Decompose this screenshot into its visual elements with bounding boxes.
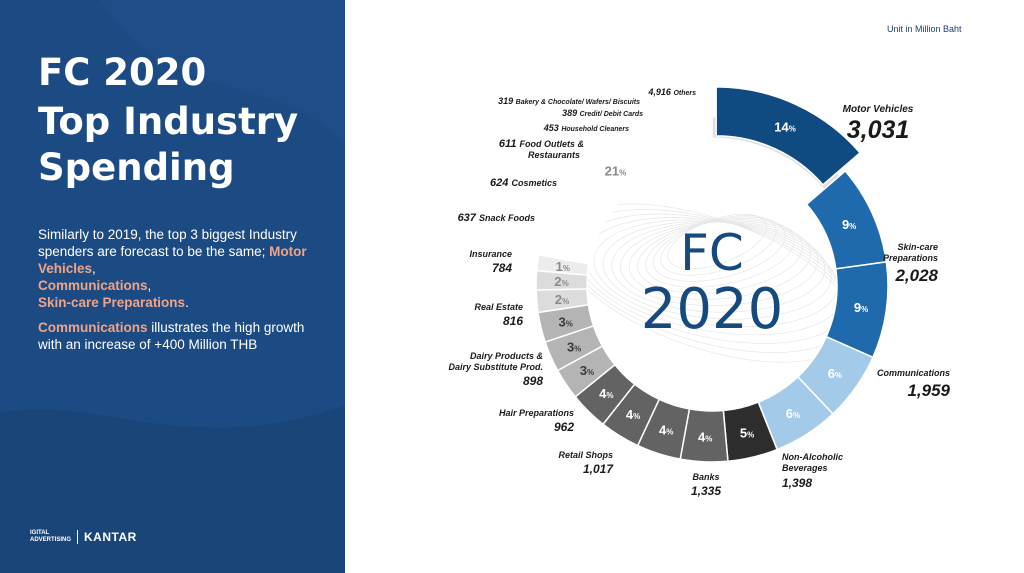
category-label: Banks bbox=[692, 472, 719, 482]
slice-pct-label: 3% bbox=[567, 339, 581, 354]
category-label: Insurance bbox=[469, 249, 512, 259]
category-label: 389 Credit/ Debit Cards bbox=[562, 108, 643, 118]
description: Similarly to 2019, the top 3 biggest Ind… bbox=[38, 226, 328, 361]
slice-pct-label: 6% bbox=[828, 366, 842, 381]
category-label: Communications bbox=[877, 368, 950, 378]
chart-slice bbox=[537, 109, 713, 265]
page-title-line-2: Top Industry bbox=[38, 100, 299, 143]
slice-pct-label: 21% bbox=[605, 164, 627, 179]
description-paragraph-1: Similarly to 2019, the top 3 biggest Ind… bbox=[38, 226, 328, 311]
category-label: Retail Shops bbox=[558, 450, 613, 460]
logo-small-text-2: ADVERTISING bbox=[30, 537, 72, 543]
category-label: 624 Cosmetics bbox=[490, 177, 557, 189]
slice-pct-label: 4% bbox=[626, 407, 640, 422]
slice-pct-label: 9% bbox=[854, 300, 868, 315]
category-label: Dairy Substitute Prod. bbox=[448, 362, 543, 372]
slice-pct-label: 3% bbox=[580, 363, 594, 378]
category-label: 4,916 Others bbox=[647, 87, 696, 97]
desc-text-2: illustrates the high growth with an incr… bbox=[38, 320, 305, 352]
category-label: 816 bbox=[503, 314, 523, 328]
slice-pct-label: 14% bbox=[774, 119, 796, 134]
category-label: Preparations bbox=[883, 253, 938, 263]
category-label: Real Estate bbox=[474, 302, 523, 312]
category-label: 2,028 bbox=[894, 266, 938, 285]
chart-center-disc bbox=[589, 163, 835, 409]
category-label: 1,398 bbox=[782, 476, 812, 490]
desc-comma: , bbox=[92, 261, 96, 276]
footer-logos: IGITAL ADVERTISING KANTAR bbox=[30, 530, 137, 544]
page-title-line-1: FC 2020 bbox=[38, 51, 207, 94]
unit-note: Unit in Million Baht bbox=[887, 24, 962, 34]
highlight-motor-vehicles: Motor Vehicles bbox=[38, 244, 307, 276]
title-panel: FC 2020 Top Industry Spending Similarly … bbox=[0, 0, 345, 573]
slice-pct-label: 1% bbox=[556, 259, 570, 274]
category-label: 3,031 bbox=[847, 116, 910, 144]
category-label: 962 bbox=[554, 420, 574, 434]
category-label: 319 Bakery & Chocolate/ Wafers/ Biscuits bbox=[498, 96, 640, 106]
slice-pct-label: 5% bbox=[740, 425, 754, 440]
slice-pct-label: 4% bbox=[698, 429, 712, 444]
category-label: 611 Food Outlets & bbox=[499, 138, 584, 150]
category-label: Motor Vehicles bbox=[843, 104, 914, 115]
slice-pct-label: 2% bbox=[555, 292, 569, 307]
slice-pct-label: 6% bbox=[786, 406, 800, 421]
panel-wave-pattern bbox=[0, 0, 345, 573]
category-label: Skin-care bbox=[897, 242, 938, 252]
category-label: Hair Preparations bbox=[499, 408, 574, 418]
description-paragraph-2: Communications illustrates the high grow… bbox=[38, 319, 328, 353]
category-label: 637 Snack Foods bbox=[458, 212, 535, 224]
highlight-skincare: Skin-care Preparations bbox=[38, 295, 186, 310]
slice-pct-label: 4% bbox=[659, 422, 673, 437]
category-label: 1,959 bbox=[907, 381, 950, 400]
logo-divider bbox=[77, 530, 79, 544]
desc-text: Similarly to 2019, the top 3 biggest Ind… bbox=[38, 227, 297, 259]
center-label-fc: FC bbox=[680, 224, 744, 282]
category-label: Beverages bbox=[782, 463, 828, 473]
category-label: 1,335 bbox=[691, 484, 721, 498]
highlight-communications: Communications bbox=[38, 278, 148, 293]
category-label: 453 Household Cleaners bbox=[543, 123, 629, 133]
category-label: 784 bbox=[492, 261, 512, 275]
category-label: 1,017 bbox=[583, 462, 614, 476]
highlight-communications-2: Communications bbox=[38, 320, 148, 335]
slice-pct-label: 3% bbox=[559, 314, 573, 329]
chart-slice bbox=[715, 86, 862, 186]
slice-pct-label: 2% bbox=[554, 274, 568, 289]
desc-comma: , bbox=[147, 278, 152, 293]
category-label: Non-Alcoholic bbox=[782, 452, 843, 462]
slice-pct-label: 9% bbox=[842, 217, 856, 232]
desc-period: . bbox=[185, 295, 189, 310]
page-title-line-3: Spending bbox=[38, 146, 235, 189]
logo-small-text-1: IGITAL bbox=[30, 530, 50, 536]
category-label: Dairy Products & bbox=[470, 351, 543, 361]
category-label: 898 bbox=[523, 374, 543, 388]
category-label: Restaurants bbox=[528, 150, 580, 160]
kantar-logo: KANTAR bbox=[84, 530, 137, 544]
slice-pct-label: 4% bbox=[599, 386, 613, 401]
digital-advertising-logo: IGITAL ADVERTISING bbox=[30, 530, 71, 544]
center-label-year: 2020 bbox=[641, 277, 784, 342]
